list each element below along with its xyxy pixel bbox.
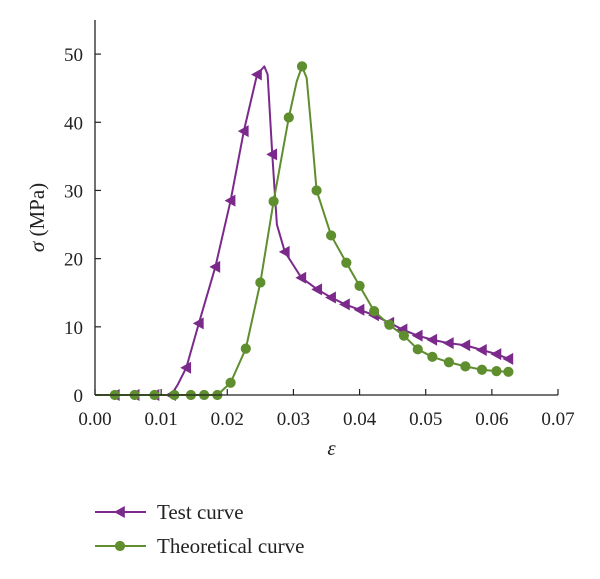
x-tick-label: 0.07 <box>541 409 574 430</box>
x-tick-label: 0.05 <box>409 409 442 430</box>
x-tick-label: 0.01 <box>145 409 178 430</box>
data-point-theoretical-curve <box>369 306 380 317</box>
data-point-test-curve <box>353 303 365 316</box>
data-point-test-curve <box>237 125 249 138</box>
y-tick-label: 30 <box>64 181 83 202</box>
data-point-theoretical-curve <box>398 330 409 341</box>
data-point-theoretical-curve <box>311 185 322 196</box>
data-point-theoretical-curve <box>384 319 395 330</box>
data-point-theoretical-curve <box>225 377 236 388</box>
data-point-theoretical-curve <box>255 277 266 288</box>
plot-area <box>95 61 514 401</box>
data-point-test-curve <box>459 339 471 352</box>
axes: 0.00 0.01 0.02 0.03 0.04 0.05 0.06 0.07 0 10 20 30 4… <box>64 20 575 430</box>
data-point-test-curve <box>339 298 350 311</box>
data-point-test-curve <box>180 361 192 374</box>
data-point-theoretical-curve <box>268 196 279 207</box>
y-tick-label: 40 <box>64 113 83 134</box>
data-point-theoretical-curve <box>503 366 514 377</box>
data-point-test-curve <box>442 337 454 350</box>
data-point-theoretical-curve <box>412 344 423 355</box>
data-point-test-curve <box>490 348 502 361</box>
data-point-theoretical-curve <box>460 361 471 372</box>
y-tick-label: 20 <box>64 250 83 271</box>
data-point-theoretical-curve <box>341 257 352 268</box>
data-point-theoretical-curve <box>476 364 488 375</box>
data-point-theoretical-curve <box>283 112 294 123</box>
series-theoretical-curve <box>95 61 514 401</box>
legend-item-test-curve: Test curve <box>95 500 244 524</box>
legend-item-theoretical-curve: Theoretical curve <box>95 534 305 558</box>
legend: Test curve Theoretical curve <box>95 500 305 558</box>
data-point-test-curve <box>251 68 262 81</box>
data-point-test-curve <box>475 344 487 356</box>
data-point-test-curve <box>224 194 236 207</box>
data-point-test-curve <box>278 245 290 258</box>
x-tick-label: 0.06 <box>475 409 508 430</box>
legend-label-test-curve: Test curve <box>157 500 244 524</box>
y-axis-label: σ (MPa) <box>25 183 49 252</box>
data-point-test-curve <box>192 317 204 330</box>
data-point-theoretical-curve <box>443 357 454 368</box>
y-axis-label-unit-text: (MPa) <box>25 183 49 237</box>
x-tick-label: 0.03 <box>277 409 310 430</box>
legend-marker <box>114 540 126 552</box>
data-point-theoretical-curve <box>296 61 308 72</box>
legend-label-theoretical-curve: Theoretical curve <box>157 534 305 558</box>
legend-swatch-theoretical-curve <box>95 540 146 552</box>
x-tick-label: 0.04 <box>343 409 377 430</box>
data-point-test-curve <box>266 148 278 161</box>
data-point-theoretical-curve <box>491 366 502 377</box>
data-point-test-curve <box>311 283 323 296</box>
data-point-test-curve <box>502 352 514 365</box>
series-line-theoretical-curve <box>95 65 509 396</box>
data-point-test-curve <box>295 271 307 284</box>
y-axis-label-symbol: σ <box>25 240 49 252</box>
y-tick-label: 10 <box>64 318 83 339</box>
data-point-test-curve <box>426 333 438 346</box>
data-point-theoretical-curve <box>326 230 337 241</box>
series-test-curve <box>95 65 514 401</box>
legend-marker <box>114 506 125 518</box>
y-tick-label: 0 <box>74 386 84 407</box>
data-point-test-curve <box>325 291 336 304</box>
x-axis-label: ε <box>327 436 336 460</box>
data-point-theoretical-curve <box>240 343 251 354</box>
y-tick-label: 50 <box>64 45 83 66</box>
x-tick-label: 0.02 <box>211 409 244 430</box>
data-point-test-curve <box>411 329 423 342</box>
legend-swatch-test-curve <box>95 506 146 518</box>
x-tick-label: 0.00 <box>78 409 111 430</box>
data-point-test-curve <box>209 260 221 273</box>
data-point-theoretical-curve <box>427 351 438 362</box>
data-point-theoretical-curve <box>354 280 365 292</box>
series-line-test-curve <box>95 65 509 396</box>
